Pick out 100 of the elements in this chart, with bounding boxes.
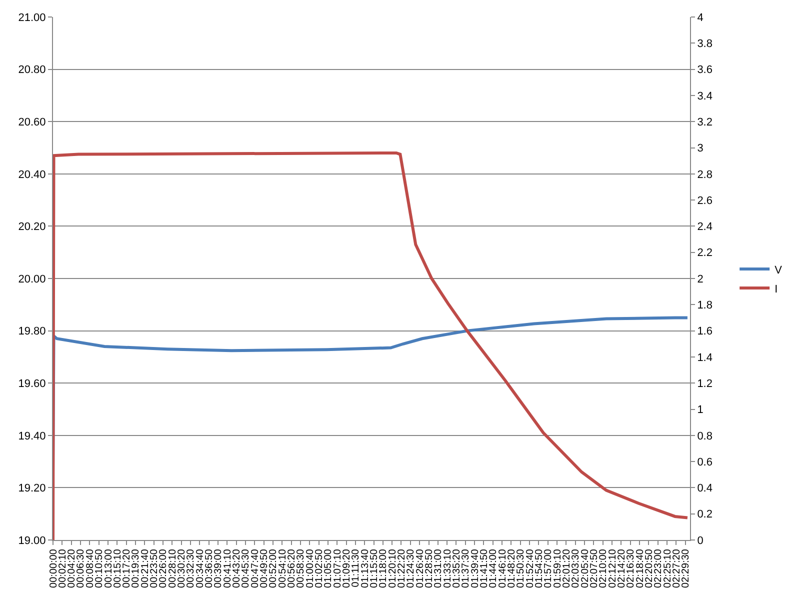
x-tick-label: 00:56:20 bbox=[286, 548, 298, 588]
y2-tick-label: 3.8 bbox=[697, 38, 712, 50]
y2-tick-label: 3.6 bbox=[697, 64, 712, 76]
x-tick-label: 01:15:50 bbox=[369, 548, 380, 588]
x-tick-label: 00:47:40 bbox=[250, 548, 261, 588]
x-tick-label: 02:05:40 bbox=[580, 548, 591, 588]
x-tick-label: 01:57:00 bbox=[543, 548, 554, 588]
y2-tick-label: 4 bbox=[697, 12, 704, 24]
x-tick-label: 00:08:40 bbox=[84, 548, 96, 588]
x-tick-label: 01:00:40 bbox=[304, 548, 316, 588]
y-tick-label: 20.80 bbox=[18, 64, 46, 76]
y-tick-label: 20.00 bbox=[18, 273, 46, 286]
x-tick-label: 01:09:20 bbox=[342, 548, 353, 588]
x-tick-label: 01:39:40 bbox=[470, 548, 481, 588]
x-tick-label: 01:05:00 bbox=[323, 548, 334, 588]
y2-tick-label: 1.6 bbox=[697, 326, 712, 338]
x-tick-label: 01:48:20 bbox=[506, 548, 518, 588]
y2-tick-label: 1.2 bbox=[697, 378, 712, 390]
y2-tick-label: 3.2 bbox=[697, 116, 712, 128]
x-tick-label: 02:12:10 bbox=[607, 548, 618, 588]
y2-tick-label: 3.4 bbox=[697, 90, 712, 102]
x-tick-label: 00:02:10 bbox=[57, 548, 68, 588]
x-tick-label: 01:35:20 bbox=[451, 548, 462, 588]
y2-tick-label: 0.8 bbox=[697, 430, 712, 442]
x-tick-label: 02:16:30 bbox=[626, 548, 637, 588]
x-tick-label: 01:37:30 bbox=[460, 548, 472, 588]
y2-tick-label: 1.8 bbox=[697, 300, 712, 312]
x-tick-label: 01:11:30 bbox=[350, 548, 362, 588]
y2-tick-label: 2.4 bbox=[697, 221, 712, 234]
x-tick-label: 01:18:00 bbox=[378, 548, 390, 588]
x-tick-label: 02:03:30 bbox=[570, 548, 582, 588]
y-tick-label: 20.60 bbox=[18, 116, 46, 128]
y-tick-label: 19.20 bbox=[18, 482, 46, 495]
legend-label: V bbox=[774, 264, 783, 276]
y2-tick-label: 2.6 bbox=[697, 194, 712, 207]
x-tick-label: 02:23:00 bbox=[653, 548, 664, 588]
x-tick-label: 00:43:20 bbox=[232, 548, 243, 588]
y2-tick-label: 2.8 bbox=[697, 168, 712, 181]
y2-tick-label: 0.4 bbox=[697, 482, 712, 495]
x-tick-label: 00:06:30 bbox=[76, 548, 87, 588]
x-tick-label: 00:21:40 bbox=[140, 548, 151, 588]
x-tick-label: 00:10:50 bbox=[94, 548, 106, 588]
x-tick-label: 00:34:40 bbox=[194, 548, 206, 588]
y2-tick-label: 1.4 bbox=[697, 352, 712, 364]
x-tick-label: 01:41:50 bbox=[478, 548, 490, 588]
x-tick-label: 00:45:30 bbox=[240, 548, 252, 588]
x-tick-label: 00:26:00 bbox=[158, 548, 170, 588]
x-tick-label: 00:39:00 bbox=[213, 548, 224, 588]
x-tick-label: 01:54:50 bbox=[534, 548, 545, 588]
x-tick-label: 01:50:30 bbox=[516, 548, 527, 588]
y-tick-label: 19.60 bbox=[18, 378, 46, 390]
x-tick-label: 01:13:40 bbox=[360, 548, 371, 588]
x-tick-label: 02:01:20 bbox=[561, 548, 572, 588]
x-tick-label: 01:31:00 bbox=[433, 548, 444, 588]
y2-tick-label: 3 bbox=[697, 142, 704, 155]
x-tick-label: 02:20:50 bbox=[644, 548, 655, 588]
x-tick-label: 02:14:20 bbox=[616, 548, 628, 588]
x-tick-label: 01:02:50 bbox=[314, 548, 326, 588]
x-tick-label: 00:30:20 bbox=[176, 548, 188, 588]
x-tick-label: 00:15:10 bbox=[112, 548, 124, 588]
x-tick-label: 00:32:30 bbox=[186, 548, 197, 588]
x-tick-label: 00:23:50 bbox=[149, 548, 160, 588]
x-tick-label: 02:18:40 bbox=[634, 548, 646, 588]
y-tick-label: 19.00 bbox=[18, 534, 46, 547]
x-tick-label: 01:22:20 bbox=[396, 548, 408, 588]
legend-label: I bbox=[774, 283, 778, 296]
x-tick-label: 01:24:30 bbox=[406, 548, 417, 588]
y-tick-label: 20.20 bbox=[18, 221, 46, 234]
x-tick-label: 00:00:00 bbox=[48, 548, 60, 588]
y-tick-label: 19.40 bbox=[18, 430, 46, 442]
x-tick-label: 01:52:40 bbox=[524, 548, 536, 588]
y2-tick-label: 2.2 bbox=[697, 247, 712, 260]
y2-tick-label: 0.2 bbox=[697, 508, 712, 521]
x-tick-label: 01:46:10 bbox=[497, 548, 508, 588]
x-tick-label: 00:04:20 bbox=[66, 548, 78, 588]
x-tick-label: 01:44:00 bbox=[488, 548, 500, 588]
x-tick-label: 00:36:50 bbox=[204, 548, 216, 588]
y2-tick-label: 2 bbox=[697, 273, 704, 286]
x-tick-label: 01:20:10 bbox=[387, 548, 398, 588]
x-tick-label: 00:41:10 bbox=[222, 548, 234, 588]
x-tick-label: 00:49:50 bbox=[259, 548, 270, 588]
x-tick-label: 01:59:10 bbox=[552, 548, 564, 588]
x-tick-label: 01:07:10 bbox=[332, 548, 344, 588]
x-tick-label: 00:52:00 bbox=[268, 548, 280, 588]
y-tick-label: 21.00 bbox=[18, 12, 46, 24]
x-tick-label: 02:27:20 bbox=[671, 548, 682, 588]
x-tick-label: 02:25:10 bbox=[662, 548, 674, 588]
x-tick-label: 00:13:00 bbox=[103, 548, 114, 588]
x-tick-label: 02:29:30 bbox=[680, 548, 692, 588]
x-tick-label: 02:07:50 bbox=[588, 548, 600, 588]
x-tick-label: 00:58:30 bbox=[296, 548, 307, 588]
y-tick-label: 19.80 bbox=[18, 326, 46, 338]
x-tick-label: 01:33:10 bbox=[442, 548, 454, 588]
y-tick-label: 20.40 bbox=[18, 168, 46, 181]
y2-tick-label: 0 bbox=[697, 534, 704, 547]
x-tick-label: 00:54:10 bbox=[277, 548, 288, 588]
x-tick-label: 00:19:30 bbox=[130, 548, 142, 588]
y2-tick-label: 1 bbox=[697, 404, 704, 416]
x-tick-label: 00:17:20 bbox=[122, 548, 133, 588]
y2-tick-label: 0.6 bbox=[697, 456, 712, 468]
